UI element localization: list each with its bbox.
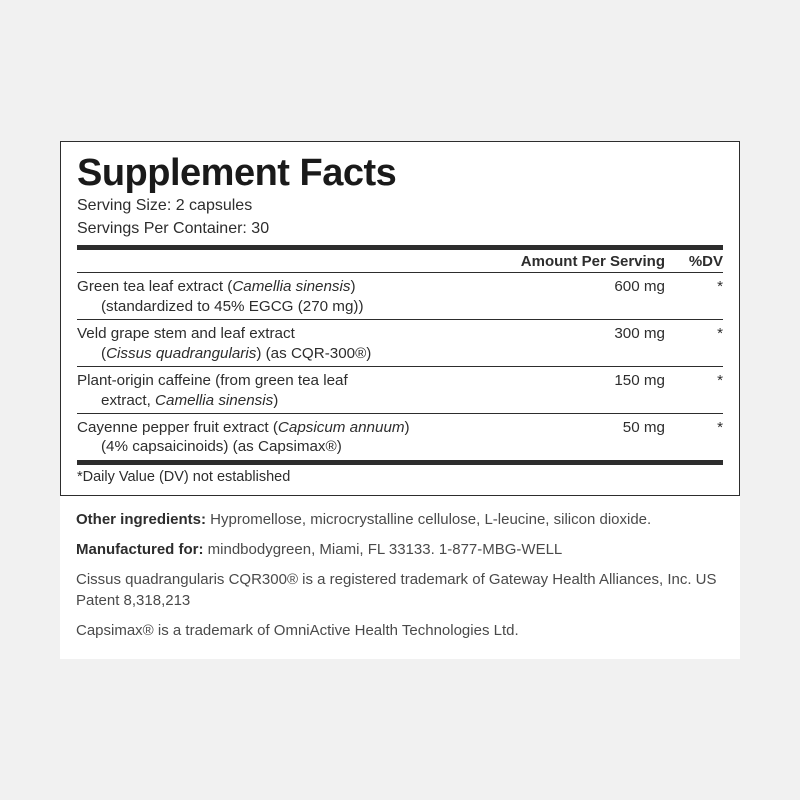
- table-row: Veld grape stem and leaf extract(Cissus …: [77, 320, 723, 367]
- servings-per-container: Servings Per Container: 30: [77, 219, 723, 240]
- table-row: Cayenne pepper fruit extract (Capsicum a…: [77, 414, 723, 461]
- ingredient-amount: 600 mg: [579, 277, 665, 316]
- ingredient-name: Veld grape stem and leaf extract(Cissus …: [77, 324, 579, 363]
- ingredient-dv: *: [665, 324, 723, 363]
- serving-size: Serving Size: 2 capsules: [77, 196, 723, 217]
- header-dv: %DV: [665, 253, 723, 270]
- other-ingredients: Other ingredients: Hypromellose, microcr…: [76, 510, 724, 530]
- manufactured-text: mindbodygreen, Miami, FL 33133. 1-877-MB…: [204, 541, 563, 558]
- ingredient-name: Green tea leaf extract (Camellia sinensi…: [77, 277, 579, 316]
- other-ingredients-label: Other ingredients:: [76, 511, 206, 528]
- ingredient-dv: *: [665, 418, 723, 457]
- table-header: Amount Per Serving %DV: [77, 250, 723, 273]
- manufactured-label: Manufactured for:: [76, 541, 204, 558]
- ingredient-dv: *: [665, 277, 723, 316]
- supplement-facts-card: Supplement Facts Serving Size: 2 capsule…: [60, 141, 740, 659]
- manufactured-for: Manufactured for: mindbodygreen, Miami, …: [76, 540, 724, 560]
- ingredient-amount: 150 mg: [579, 371, 665, 410]
- other-ingredients-text: Hypromellose, microcrystalline cellulose…: [206, 511, 651, 528]
- ingredient-name: Cayenne pepper fruit extract (Capsicum a…: [77, 418, 579, 457]
- ingredients-table: Green tea leaf extract (Camellia sinensi…: [77, 273, 723, 461]
- panel-title: Supplement Facts: [77, 154, 723, 194]
- trademark-2: Capsimax® is a trademark of OmniActive H…: [76, 621, 724, 641]
- footnotes: Other ingredients: Hypromellose, microcr…: [60, 496, 740, 659]
- ingredient-amount: 300 mg: [579, 324, 665, 363]
- ingredient-amount: 50 mg: [579, 418, 665, 457]
- dv-note: *Daily Value (DV) not established: [77, 465, 723, 487]
- header-spacer: [77, 253, 497, 270]
- trademark-1: Cissus quadrangularis CQR300® is a regis…: [76, 570, 724, 611]
- supplement-facts-panel: Supplement Facts Serving Size: 2 capsule…: [60, 141, 740, 496]
- ingredient-name: Plant-origin caffeine (from green tea le…: [77, 371, 579, 410]
- table-row: Green tea leaf extract (Camellia sinensi…: [77, 273, 723, 320]
- ingredient-dv: *: [665, 371, 723, 410]
- header-amount: Amount Per Serving: [497, 253, 665, 270]
- table-row: Plant-origin caffeine (from green tea le…: [77, 367, 723, 414]
